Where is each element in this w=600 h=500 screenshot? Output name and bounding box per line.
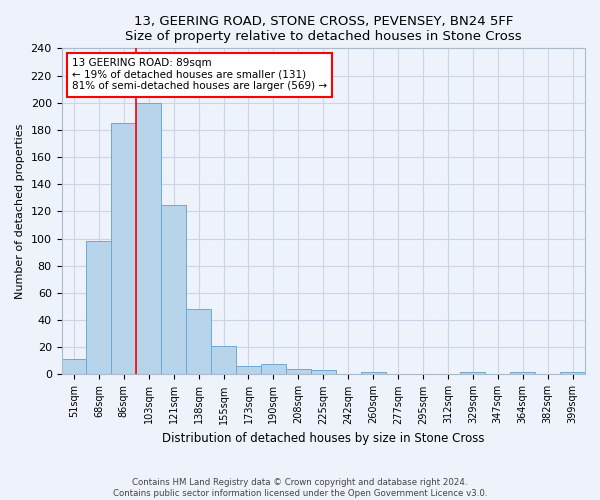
Bar bbox=[211, 346, 236, 374]
Bar bbox=[311, 370, 336, 374]
Bar bbox=[510, 372, 535, 374]
Bar bbox=[186, 309, 211, 374]
Bar bbox=[86, 242, 112, 374]
Bar bbox=[161, 204, 186, 374]
Bar bbox=[136, 102, 161, 374]
Title: 13, GEERING ROAD, STONE CROSS, PEVENSEY, BN24 5FF
Size of property relative to d: 13, GEERING ROAD, STONE CROSS, PEVENSEY,… bbox=[125, 15, 521, 43]
Bar bbox=[261, 364, 286, 374]
Bar bbox=[460, 372, 485, 374]
Bar bbox=[361, 372, 386, 374]
Bar bbox=[286, 369, 311, 374]
X-axis label: Distribution of detached houses by size in Stone Cross: Distribution of detached houses by size … bbox=[162, 432, 485, 445]
Bar bbox=[112, 123, 136, 374]
Text: Contains HM Land Registry data © Crown copyright and database right 2024.
Contai: Contains HM Land Registry data © Crown c… bbox=[113, 478, 487, 498]
Bar bbox=[560, 372, 585, 374]
Text: 13 GEERING ROAD: 89sqm
← 19% of detached houses are smaller (131)
81% of semi-de: 13 GEERING ROAD: 89sqm ← 19% of detached… bbox=[72, 58, 327, 92]
Bar bbox=[62, 360, 86, 374]
Y-axis label: Number of detached properties: Number of detached properties bbox=[15, 124, 25, 299]
Bar bbox=[236, 366, 261, 374]
